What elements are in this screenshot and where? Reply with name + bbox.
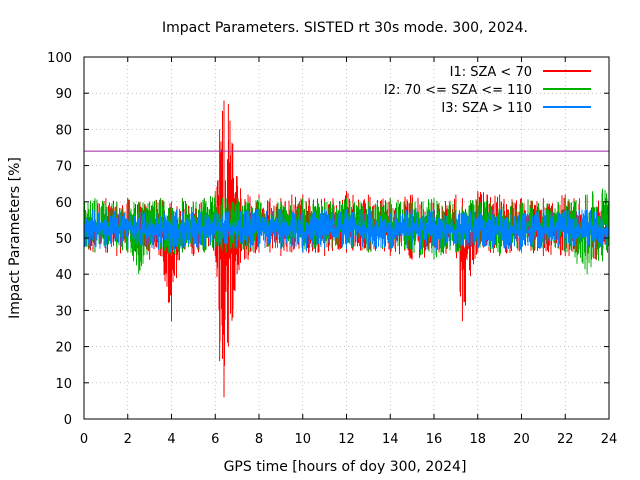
- y-tick-label: 50: [55, 232, 72, 247]
- x-tick-label: 16: [426, 432, 443, 447]
- y-tick-label: 0: [64, 413, 72, 428]
- y-tick-label: 60: [55, 196, 72, 211]
- x-tick-label: 0: [80, 432, 88, 447]
- x-tick-label: 2: [124, 432, 132, 447]
- x-axis-label: GPS time [hours of doy 300, 2024]: [224, 459, 467, 475]
- data-area: [83, 100, 610, 398]
- x-tick-label: 6: [211, 432, 219, 447]
- x-tick-label: 8: [255, 432, 263, 447]
- x-tick-label: 12: [338, 432, 355, 447]
- chart-title: Impact Parameters. SISTED rt 30s mode. 3…: [162, 20, 528, 36]
- x-tick-label: 10: [294, 432, 311, 447]
- x-tick-label: 18: [469, 432, 486, 447]
- legend-label: I1: SZA < 70: [450, 65, 532, 80]
- legend-label: I3: SZA > 110: [441, 101, 532, 116]
- legend-label: I2: 70 <= SZA <= 110: [384, 83, 532, 98]
- series-3: [83, 209, 610, 253]
- y-tick-label: 30: [55, 304, 72, 319]
- x-tick-label: 14: [382, 432, 399, 447]
- x-tick-label: 24: [601, 432, 618, 447]
- y-tick-label: 20: [55, 341, 72, 356]
- y-tick-label: 10: [55, 377, 72, 392]
- y-tick-label: 70: [55, 160, 72, 175]
- y-tick-label: 100: [47, 51, 72, 66]
- y-axis-label: Impact Parameters [%]: [7, 157, 23, 319]
- y-tick-label: 40: [55, 268, 72, 283]
- axis-ticks: 0 2 4 6 8 10 12 14 16 18 20 22 240102030405060708090…: [47, 51, 617, 447]
- y-tick-label: 90: [55, 87, 72, 102]
- x-tick-label: 22: [557, 432, 574, 447]
- x-tick-label: 4: [167, 432, 175, 447]
- legend: I1: SZA < 70 I2: 70 <= SZA <= 110 I3: SZA …: [384, 65, 591, 116]
- y-tick-label: 80: [55, 123, 72, 138]
- x-tick-label: 20: [513, 432, 530, 447]
